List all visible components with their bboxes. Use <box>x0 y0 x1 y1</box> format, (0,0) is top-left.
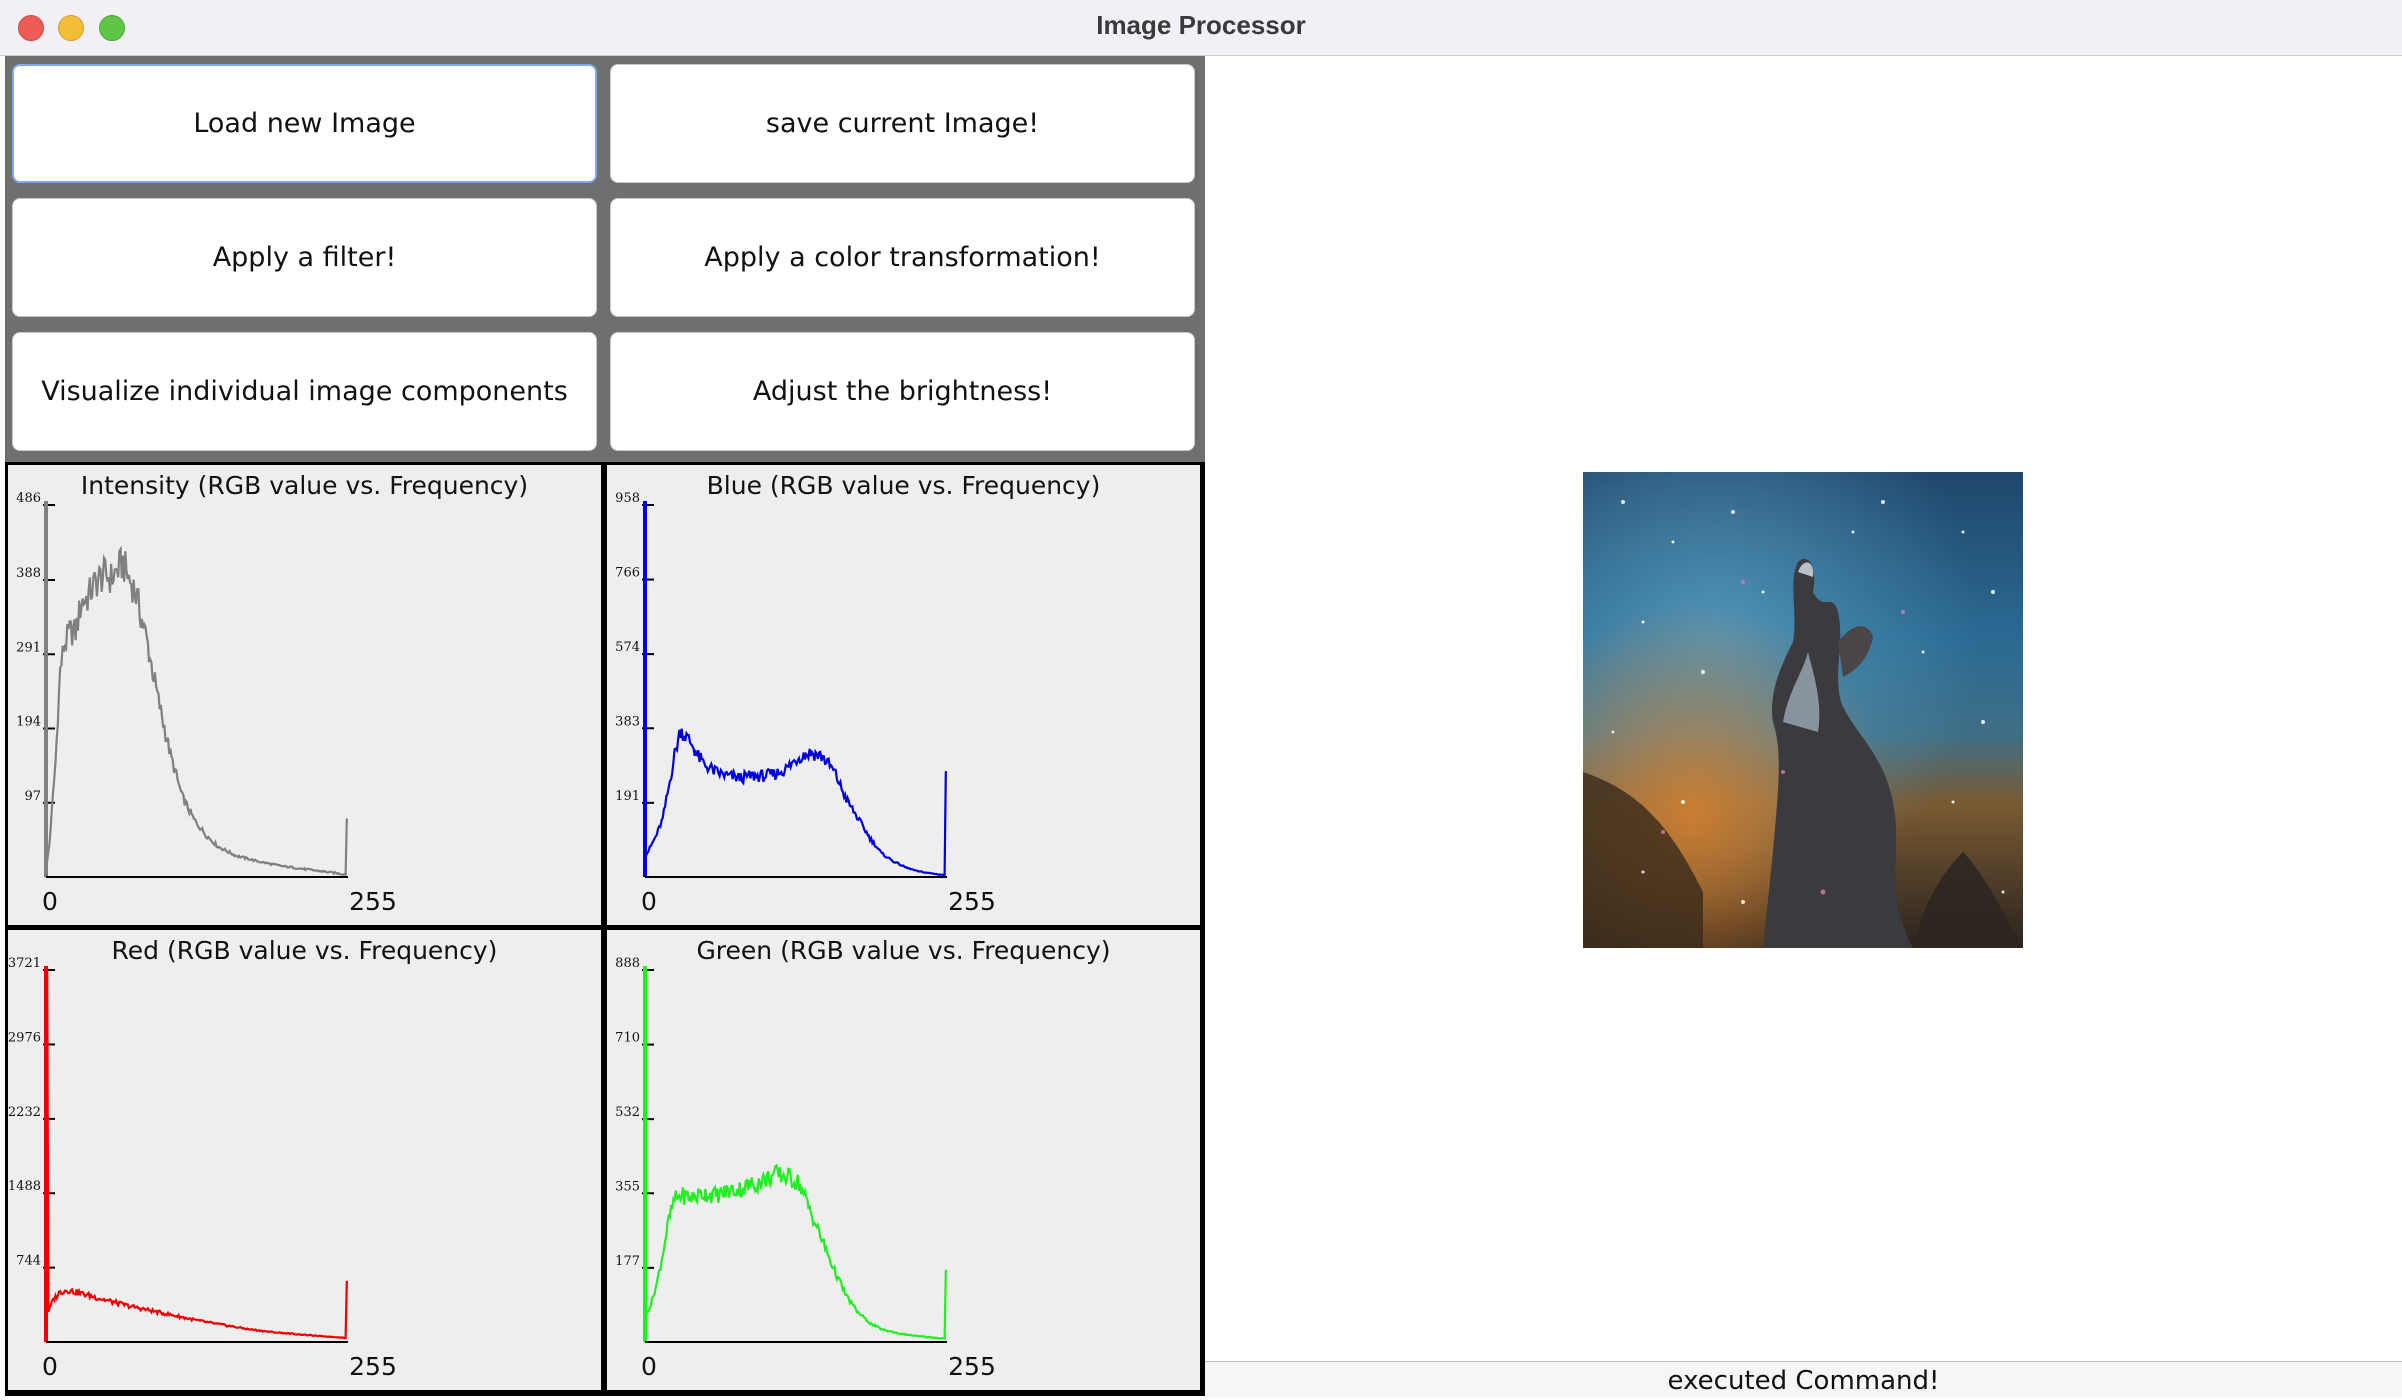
y-tick-label: 574 <box>615 640 640 655</box>
y-tick-label: 355 <box>615 1179 640 1194</box>
y-tick-label: 532 <box>615 1105 640 1120</box>
histogram-series <box>644 1163 947 1341</box>
y-tick-label: 2232 <box>8 1105 41 1120</box>
red-histogram: Red (RGB value vs. Frequency) 3721 2976 22… <box>8 930 601 1390</box>
y-tick-label: 383 <box>615 714 640 729</box>
y-tick-label: 486 <box>16 491 41 506</box>
y-tick-label: 958 <box>615 491 640 506</box>
x-min-label: 0 <box>641 1352 657 1381</box>
blue-histogram: Blue (RGB value vs. Frequency) 958 766 574… <box>607 465 1200 925</box>
nebula-image <box>1583 472 2023 948</box>
adjust-brightness-button[interactable]: Adjust the brightness! <box>610 332 1195 451</box>
y-tick-label: 766 <box>615 566 640 581</box>
y-tick-label: 388 <box>16 566 41 581</box>
histogram-title: Red (RGB value vs. Frequency) <box>111 936 498 965</box>
histogram-series <box>46 968 348 1340</box>
histogram-plot: 486 388 291 194 97 0 255 <box>16 491 397 916</box>
y-tick-label: 97 <box>24 789 41 804</box>
histogram-series <box>44 545 348 877</box>
color-transform-button[interactable]: Apply a color transformation! <box>610 198 1195 317</box>
green-histogram: Green (RGB value vs. Frequency) 888 710 53… <box>607 930 1200 1390</box>
y-tick-label: 2976 <box>8 1030 41 1045</box>
y-tick-label: 191 <box>615 789 640 804</box>
intensity-histogram: Intensity (RGB value vs. Frequency) 486 3… <box>8 465 601 925</box>
y-tick-label: 177 <box>615 1254 640 1269</box>
control-panel: Load new Image save current Image! Apply… <box>5 56 1205 1396</box>
y-tick-label: 710 <box>615 1031 640 1046</box>
x-min-label: 0 <box>42 887 58 916</box>
window-title: Image Processor <box>1096 10 1306 40</box>
histogram-grid: Intensity (RGB value vs. Frequency) 486 3… <box>5 462 1205 1396</box>
x-min-label: 0 <box>42 1352 58 1381</box>
y-tick-label: 744 <box>16 1254 41 1269</box>
save-image-button[interactable]: save current Image! <box>610 64 1195 183</box>
minimize-window-button[interactable] <box>58 15 84 41</box>
window-titlebar: Image Processor <box>0 0 2402 56</box>
zoom-window-button[interactable] <box>99 15 125 41</box>
y-tick-label: 1488 <box>8 1179 41 1194</box>
histogram-plot: 3721 2976 2232 1488 744 0 255 <box>8 956 397 1381</box>
x-max-label: 255 <box>948 1352 996 1381</box>
image-view-panel <box>1205 56 2402 1396</box>
visualize-components-button[interactable]: Visualize individual image components <box>12 332 597 451</box>
x-max-label: 255 <box>948 887 996 916</box>
x-max-label: 255 <box>349 887 397 916</box>
x-min-label: 0 <box>641 887 657 916</box>
histogram-plot: 958 766 574 383 191 0 255 <box>615 491 996 916</box>
histogram-plot: 888 710 532 355 177 0 255 <box>615 956 996 1381</box>
y-tick-label: 3721 <box>8 956 41 971</box>
y-tick-label: 291 <box>16 640 41 655</box>
y-tick-label: 888 <box>615 956 640 971</box>
close-window-button[interactable] <box>18 15 44 41</box>
histogram-title: Intensity (RGB value vs. Frequency) <box>80 471 529 500</box>
apply-filter-button[interactable]: Apply a filter! <box>12 198 597 317</box>
histogram-title: Blue (RGB value vs. Frequency) <box>706 471 1101 500</box>
y-tick-label: 194 <box>16 715 41 730</box>
histogram-series <box>644 728 947 877</box>
status-bar: executed Command! <box>1205 1361 2402 1397</box>
current-image <box>1583 472 2023 948</box>
x-max-label: 255 <box>349 1352 397 1381</box>
load-image-button[interactable]: Load new Image <box>12 64 597 183</box>
histogram-title: Green (RGB value vs. Frequency) <box>696 936 1111 965</box>
